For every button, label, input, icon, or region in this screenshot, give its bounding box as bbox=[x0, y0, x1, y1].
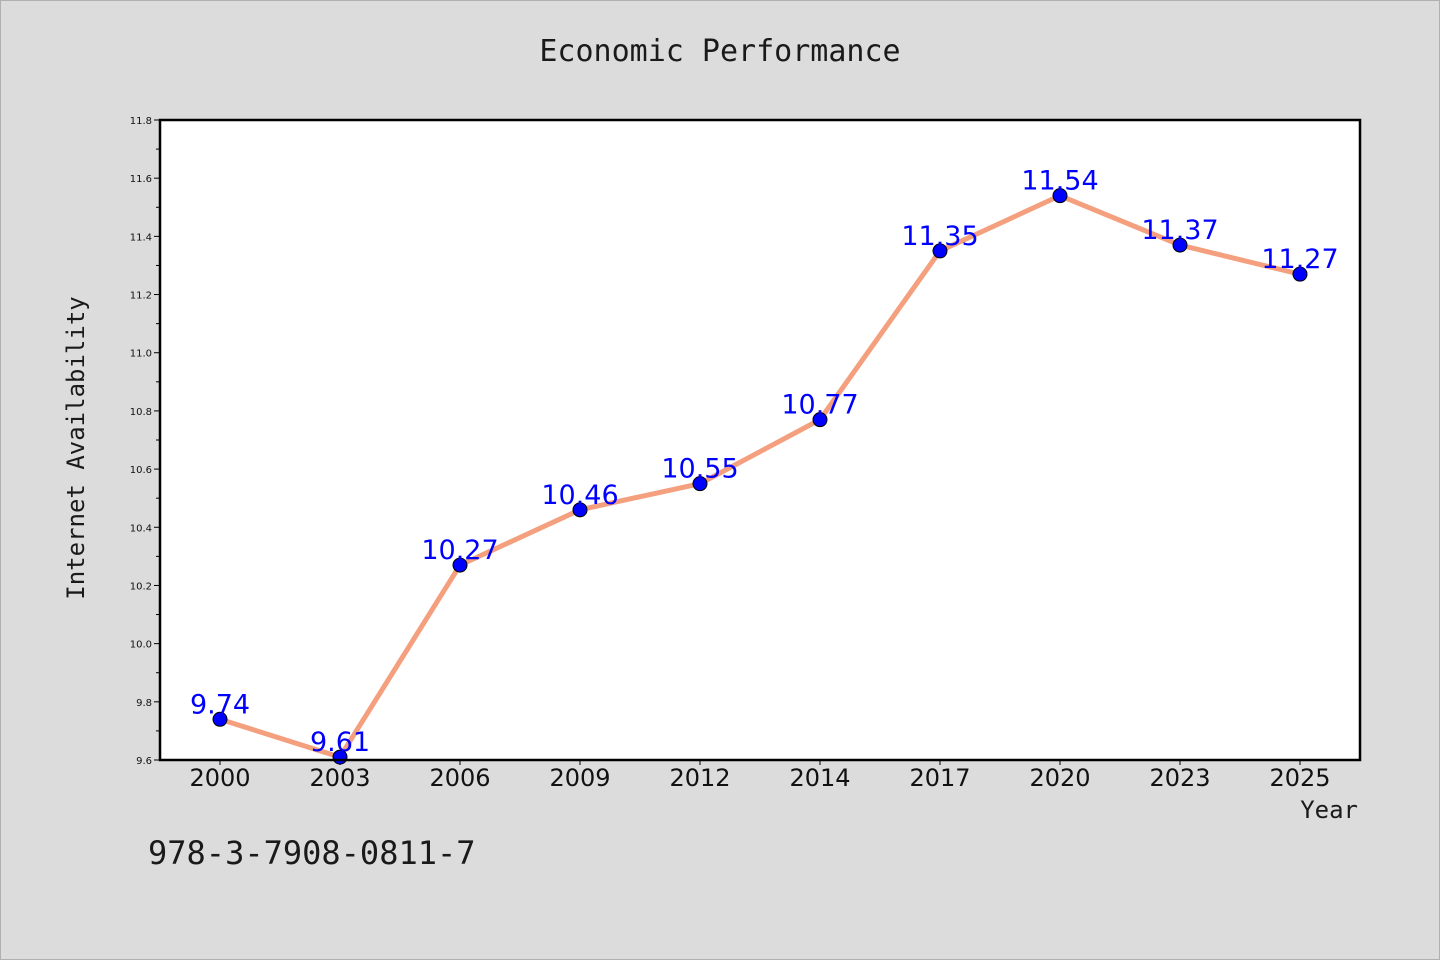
y-tick-label: 10.4 bbox=[130, 523, 152, 534]
x-axis-label: Year bbox=[1300, 796, 1358, 824]
y-tick-label: 11.6 bbox=[130, 174, 152, 185]
data-label: 10.55 bbox=[661, 454, 738, 485]
y-tick-label: 10.2 bbox=[130, 581, 152, 592]
plot-border bbox=[158, 118, 1362, 762]
y-tick-label: 10.8 bbox=[130, 407, 152, 418]
x-tick-label: 2025 bbox=[1269, 764, 1330, 792]
data-point bbox=[1292, 266, 1308, 282]
x-tick-label: 2003 bbox=[309, 764, 370, 792]
data-point bbox=[1052, 188, 1068, 204]
y-tick-label: 11.0 bbox=[130, 349, 152, 360]
x-tick-label: 2006 bbox=[429, 764, 490, 792]
x-tick-label: 2012 bbox=[669, 764, 730, 792]
y-tick-label: 11.4 bbox=[130, 232, 152, 243]
x-tick-label: 2014 bbox=[789, 764, 850, 792]
data-label: 11.35 bbox=[901, 221, 978, 252]
plot-area: 9.6 9.8 10.0 10.2 10.4 10.6 10.8 11.0 11.2 11.4 11… bbox=[130, 116, 1362, 792]
x-tick-label: 2017 bbox=[909, 764, 970, 792]
data-point bbox=[452, 557, 468, 573]
data-point bbox=[572, 502, 588, 518]
data-point bbox=[812, 412, 828, 428]
data-point bbox=[1172, 237, 1188, 253]
y-tick-label: 9.8 bbox=[136, 698, 152, 709]
plot-background bbox=[160, 120, 1360, 760]
data-point bbox=[932, 243, 948, 259]
series-line bbox=[217, 193, 1303, 760]
x-tick-label: 2020 bbox=[1029, 764, 1090, 792]
data-label: 11.37 bbox=[1141, 215, 1218, 246]
y-tick-label: 10.6 bbox=[130, 465, 152, 476]
y-tick-label: 10.0 bbox=[130, 640, 152, 651]
data-point bbox=[212, 711, 228, 727]
x-tick-label: 2023 bbox=[1149, 764, 1210, 792]
data-point bbox=[692, 476, 708, 492]
y-tick-label: 9.6 bbox=[136, 756, 152, 767]
data-label: 10.27 bbox=[421, 535, 498, 566]
y-tick-label: 11.2 bbox=[130, 291, 152, 302]
data-label: 9.61 bbox=[310, 727, 370, 758]
x-tick-label: 2009 bbox=[549, 764, 610, 792]
data-label: 10.46 bbox=[541, 480, 618, 511]
data-label: 10.77 bbox=[781, 390, 858, 421]
x-tick-label: 2000 bbox=[189, 764, 250, 792]
data-label: 9.74 bbox=[190, 689, 250, 720]
y-tick-label: 11.8 bbox=[130, 116, 152, 127]
isbn-watermark: 978-3-7908-0811-7 bbox=[148, 834, 476, 872]
data-label: 11.27 bbox=[1261, 244, 1338, 275]
data-label: 11.54 bbox=[1021, 166, 1098, 197]
chart-title: Economic Performance bbox=[539, 34, 901, 69]
